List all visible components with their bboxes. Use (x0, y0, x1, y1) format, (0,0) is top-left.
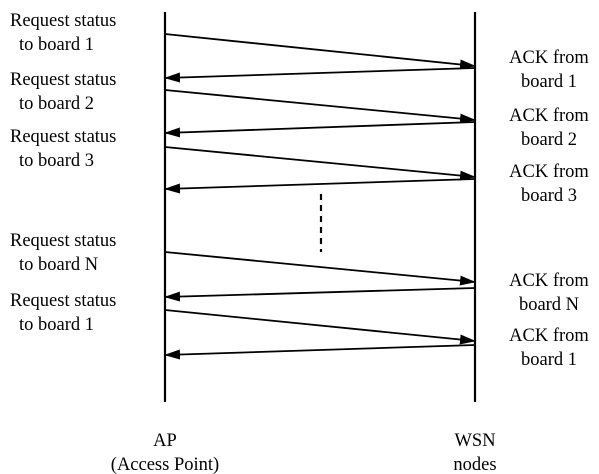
ack-arrow-3 (164, 178, 476, 194)
request-label-3-line2: to board 3 (19, 151, 94, 171)
request-arrow-3 (164, 146, 476, 181)
request-label-1b-line2: to board 1 (19, 315, 94, 335)
request-arrow-n (164, 251, 476, 286)
request-label-2-line1: Request status (10, 70, 116, 90)
ack-arrow-1 (164, 67, 476, 83)
ack-arrow-n (164, 287, 476, 302)
ack-label-2-line1: ACK from (509, 106, 589, 126)
request-label-n-line2: to board N (19, 255, 98, 275)
request-arrow-1 (164, 33, 476, 70)
ack-label-1-line2: board 1 (521, 72, 577, 92)
request-label-1-line1: Request status (10, 11, 116, 31)
ack-label-3-line1: ACK from (509, 162, 589, 182)
ack-label-1b-line2: board 1 (521, 350, 577, 370)
request-label-3-line1: Request status (10, 127, 116, 147)
ack-label-n-line1: ACK from (509, 271, 589, 291)
request-arrow-2 (164, 89, 476, 124)
request-label-n-line1: Request status (10, 231, 116, 251)
ack-label-n-line2: board N (519, 295, 579, 315)
ack-label-1-line1: ACK from (509, 48, 589, 68)
ack-arrow-2 (164, 121, 476, 138)
wsn-label-line1: WSN (454, 431, 495, 451)
ack-label-1b-line1: ACK from (509, 326, 589, 346)
ap-label-line2: (Access Point) (111, 455, 219, 474)
request-label-2-line2: to board 2 (19, 94, 94, 114)
request-label-1b-line1: Request status (10, 291, 116, 311)
request-arrow-1b (164, 309, 476, 345)
ack-label-2-line2: board 2 (521, 130, 577, 150)
ack-label-3-line2: board 3 (521, 186, 577, 206)
wsn-label-line2: nodes (453, 455, 496, 474)
ap-label-line1: AP (153, 431, 177, 451)
ack-arrow-1b (164, 344, 476, 360)
request-label-1-line2: to board 1 (19, 35, 94, 55)
